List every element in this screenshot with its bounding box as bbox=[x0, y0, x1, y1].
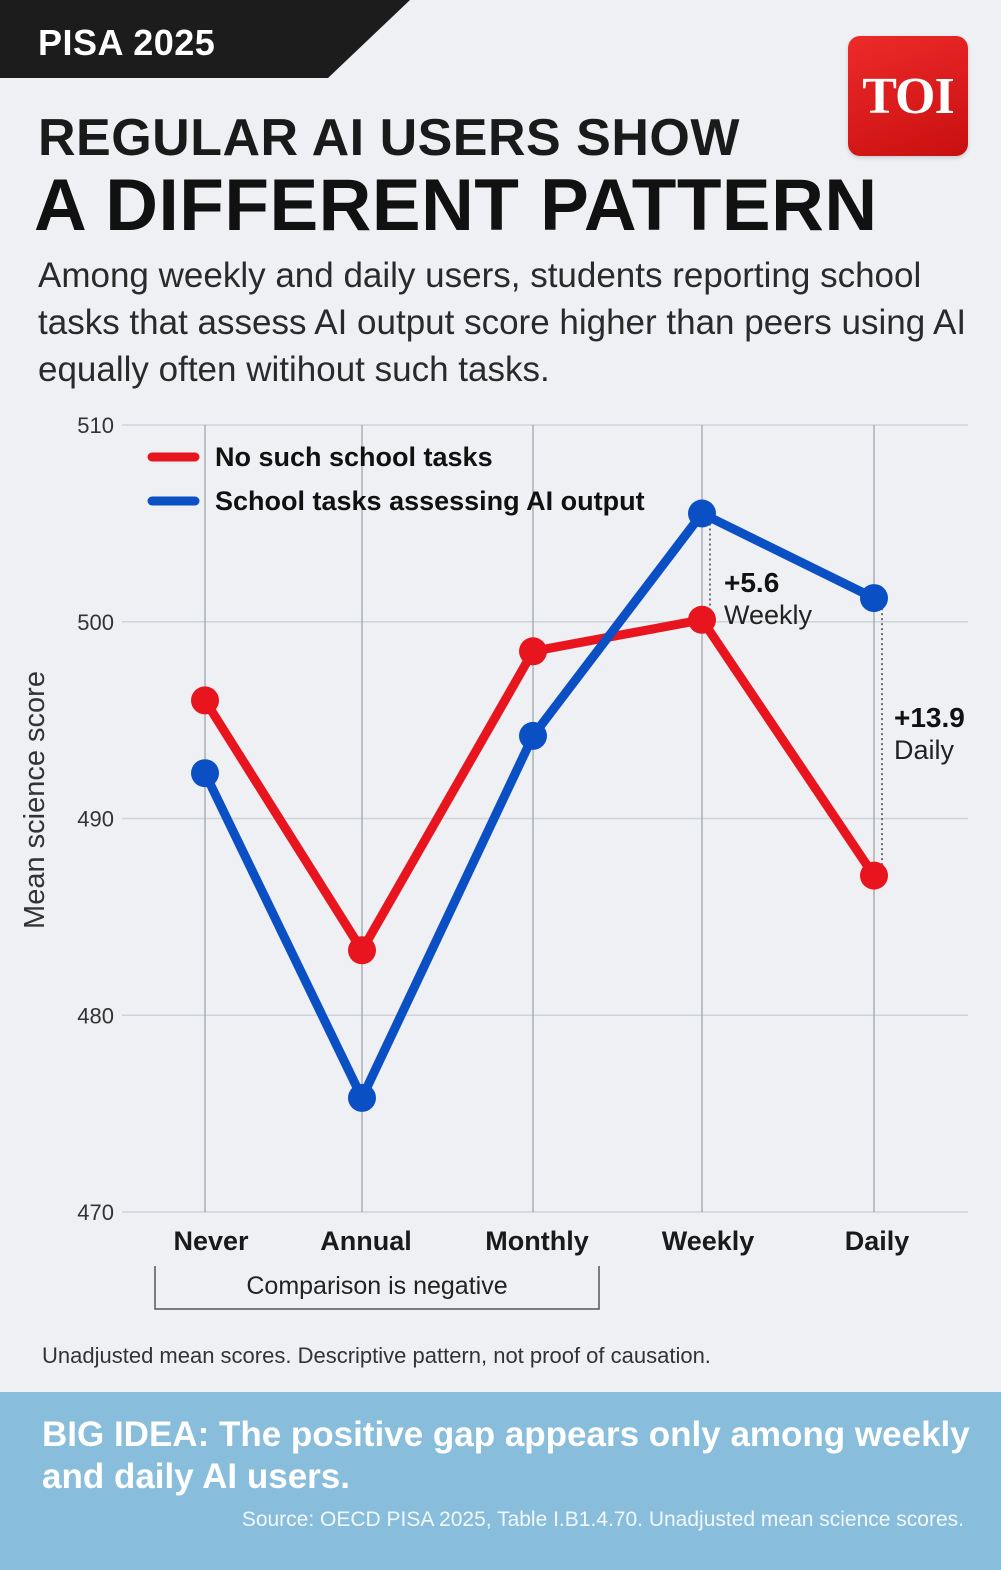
source-credit: Source: OECD PISA 2025, Table I.B1.4.70.… bbox=[241, 1508, 964, 1531]
data-point bbox=[191, 759, 219, 788]
x-tick-label: Weekly bbox=[662, 1226, 755, 1256]
toi-logo: TOI bbox=[848, 36, 968, 156]
gap-category-label: Weekly bbox=[724, 600, 813, 630]
chart-note: Unadjusted mean scores. Descriptive patt… bbox=[42, 1343, 711, 1368]
legend-label: No such school tasks bbox=[215, 442, 493, 472]
data-point bbox=[191, 686, 219, 715]
y-tick-label: 510 bbox=[77, 413, 114, 438]
y-axis-label: Mean science score bbox=[19, 671, 51, 929]
legend-label: School tasks assessing AI output bbox=[215, 486, 645, 516]
data-point bbox=[860, 861, 888, 890]
x-tick-label: Never bbox=[173, 1226, 249, 1256]
y-tick-label: 470 bbox=[77, 1200, 114, 1225]
header-tag: PISA 2025 bbox=[38, 22, 216, 63]
data-point bbox=[348, 936, 376, 965]
footer-banner bbox=[0, 1392, 1001, 1570]
gap-value-label: +5.6 bbox=[724, 567, 779, 598]
data-point bbox=[519, 637, 547, 666]
data-point bbox=[860, 584, 888, 613]
data-point bbox=[519, 721, 547, 750]
y-tick-label: 480 bbox=[77, 1003, 114, 1028]
gap-value-label: +13.9 bbox=[894, 702, 965, 733]
x-tick-label: Monthly bbox=[485, 1226, 588, 1256]
x-tick-label: Daily bbox=[845, 1226, 910, 1256]
data-point bbox=[688, 499, 716, 528]
big-idea: BIG IDEA: The positive gap appears only … bbox=[42, 1415, 970, 1496]
y-tick-label: 490 bbox=[77, 807, 114, 832]
series-line bbox=[200, 615, 879, 955]
data-point bbox=[688, 605, 716, 634]
gap-category-label: Daily bbox=[894, 735, 955, 765]
logo-text: TOI bbox=[862, 67, 954, 125]
subtitle: Among weekly and daily users, students r… bbox=[38, 256, 967, 389]
y-tick-label: 500 bbox=[77, 610, 114, 635]
x-tick-label: Annual bbox=[320, 1226, 412, 1256]
data-point bbox=[348, 1083, 376, 1112]
line-chart: 470 480 490 500 510 Mean science score Never An… bbox=[19, 413, 968, 1310]
bracket-label: Comparison is negative bbox=[246, 1272, 507, 1300]
headline-line-1: REGULAR AI USERS SHOW bbox=[38, 109, 740, 167]
comparison-bracket bbox=[154, 1266, 600, 1310]
header-tag-banner bbox=[0, 0, 410, 78]
headline-line-2: A DIFFERENT PATTERN bbox=[34, 165, 878, 246]
